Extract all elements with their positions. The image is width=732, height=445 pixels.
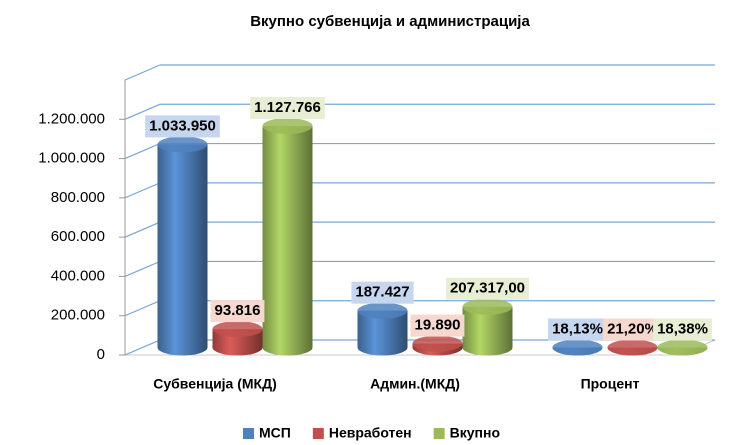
data-label-bg [653, 318, 712, 341]
grid-line [124, 103, 715, 120]
data-label: 1.033.950 [149, 117, 216, 134]
y-tick-label: 0 [97, 346, 105, 363]
bar-top [412, 335, 463, 352]
chart-title: Вкупно субвенција и администрација [250, 13, 530, 30]
legend-swatch [243, 428, 254, 439]
legend-swatch [312, 428, 324, 439]
data-label: 187.427 [355, 284, 409, 301]
y-tick-label: 1.000.000 [38, 150, 105, 167]
data-label: 207.317,00 [450, 280, 525, 297]
x-tick-label: Процент [581, 376, 640, 392]
x-tick-label: Админ.(МКД) [370, 376, 460, 392]
grid-line [124, 182, 715, 199]
y-tick-label: 1.200.000 [38, 110, 105, 127]
data-label: 18,38% [657, 320, 708, 337]
bar [262, 125, 313, 356]
legend-label: МСП [259, 425, 291, 441]
data-label-bg [145, 115, 220, 138]
bar-top [462, 298, 513, 315]
data-label-bg [548, 318, 607, 341]
y-tick-label: 400.000 [51, 267, 105, 284]
data-label: 21,20% [607, 320, 658, 337]
x-tick-label: Субвенција (МКД) [153, 376, 277, 392]
bar [357, 310, 408, 356]
y-tick-label: 200.000 [51, 307, 105, 324]
bar-top [552, 339, 603, 356]
bar [462, 306, 513, 356]
legend-label: Невработен [329, 425, 412, 441]
data-label-bg [410, 314, 465, 337]
grid-line [124, 260, 715, 277]
bar-top [657, 339, 708, 356]
data-label-bg [250, 96, 325, 119]
left-wall-top [124, 64, 161, 81]
legend-label: Вкупно [450, 425, 500, 441]
data-label-bg [445, 277, 530, 300]
data-label-bg [603, 318, 662, 341]
bar [157, 144, 208, 356]
data-label: 19.890 [415, 317, 461, 334]
data-label: 93.816 [215, 302, 261, 319]
bar-top [262, 117, 313, 134]
grid-line [124, 221, 715, 238]
data-label: 18,13% [552, 320, 603, 337]
legend-swatch [433, 428, 445, 439]
data-label: 1.127.766 [254, 99, 321, 116]
y-tick-label: 600.000 [51, 228, 105, 245]
bar-top [607, 339, 658, 356]
data-label-bg [210, 300, 265, 323]
bar-top [212, 321, 263, 338]
bar-top [157, 136, 208, 153]
bar-top [357, 302, 408, 319]
data-label-bg [351, 281, 414, 304]
grid-line [124, 142, 715, 160]
y-tick-label: 800.000 [51, 189, 105, 206]
